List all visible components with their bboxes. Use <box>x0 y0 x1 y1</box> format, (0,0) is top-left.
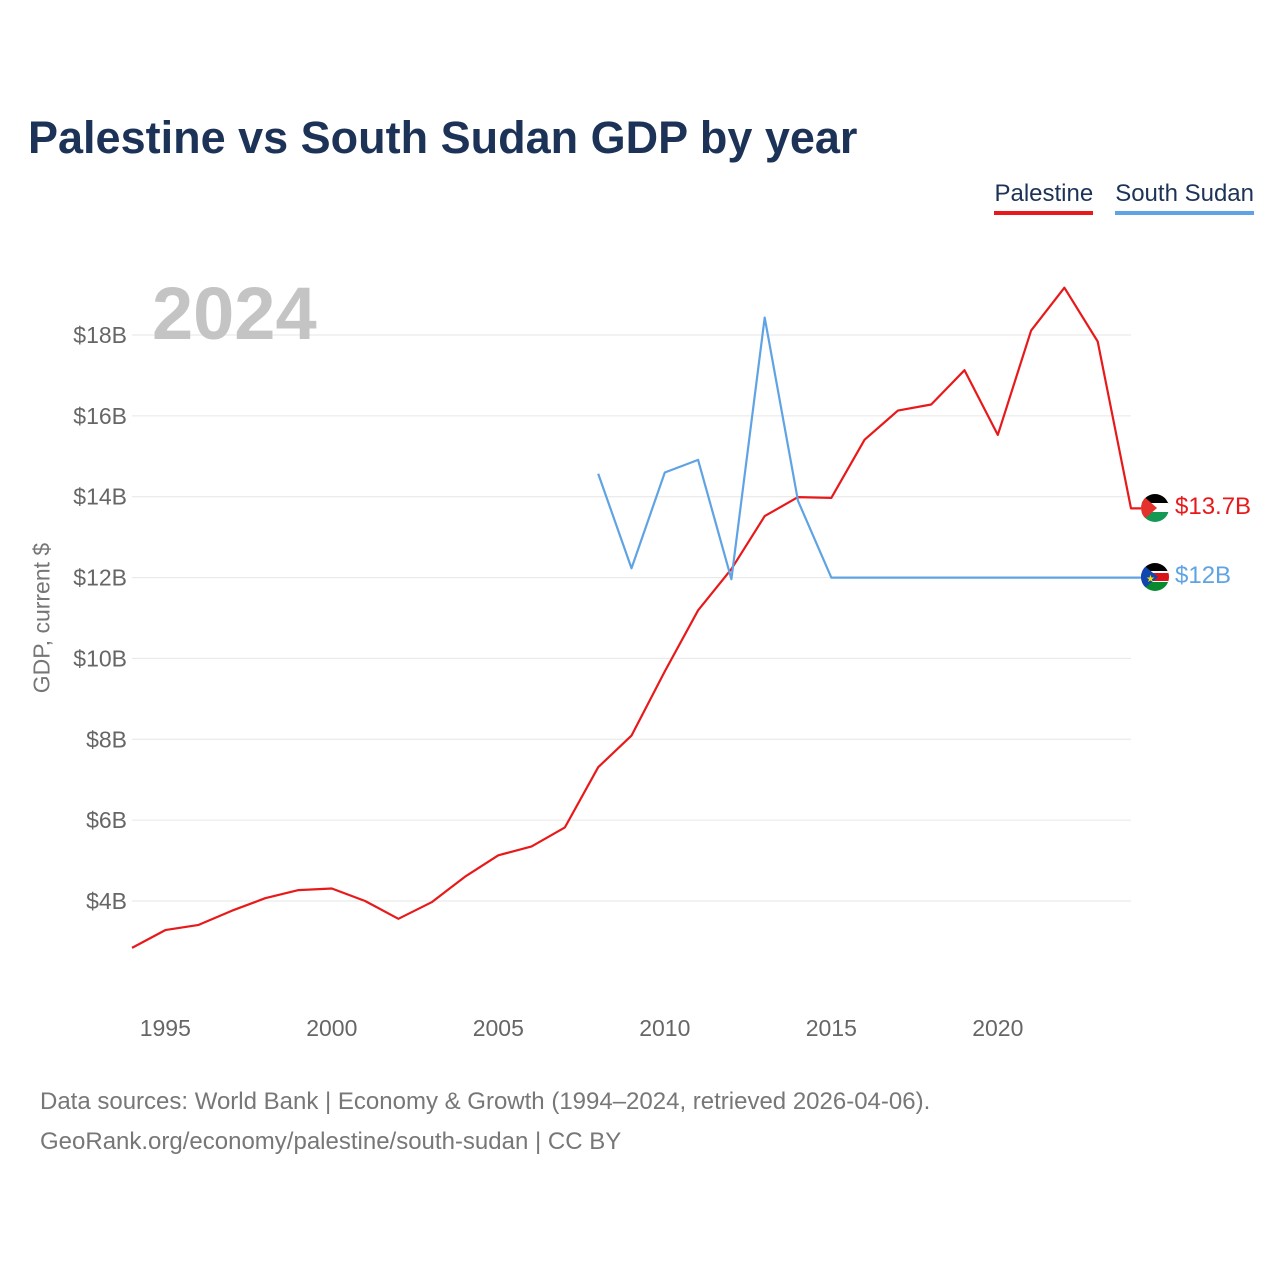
x-tick-label: 2020 <box>972 1015 1023 1041</box>
y-tick-label: $12B <box>73 565 127 591</box>
y-tick-label: $14B <box>73 484 127 510</box>
south-sudan-flag-icon: ★ <box>1141 563 1169 591</box>
line-chart: 2024 $4B $6B $8B $10B $12B $14B $16B $18B 1995 2… <box>73 272 1251 1041</box>
footer-attribution: GeoRank.org/economy/palestine/south-suda… <box>40 1128 622 1155</box>
x-axis-ticks: 1995 2000 2005 2010 2015 2020 <box>140 1015 1024 1041</box>
series-line-south-sudan <box>597 316 1141 581</box>
footer: Data sources: World Bank | Economy & Gro… <box>40 1082 930 1162</box>
y-tick-label: $16B <box>73 403 127 429</box>
palestine-end-label: $13.7B <box>1175 493 1251 520</box>
series-line-palestine <box>131 286 1141 949</box>
footer-sources: Data sources: World Bank | Economy & Gro… <box>40 1088 931 1115</box>
svg-text:★: ★ <box>1146 574 1155 585</box>
x-tick-label: 2010 <box>639 1015 690 1041</box>
grid-lines <box>132 334 1131 902</box>
legend-item-palestine[interactable]: Palestine <box>994 180 1094 215</box>
x-tick-label: 2000 <box>306 1015 357 1041</box>
y-tick-label: $6B <box>86 807 127 833</box>
x-tick-label: 1995 <box>140 1015 191 1041</box>
x-tick-label: 2015 <box>806 1015 857 1041</box>
legend-item-south-sudan[interactable]: South Sudan <box>1115 180 1254 215</box>
y-tick-label: $10B <box>73 645 127 671</box>
legend: Palestine South Sudan <box>994 180 1254 215</box>
palestine-flag-icon <box>1141 494 1169 522</box>
y-tick-label: $4B <box>86 888 127 914</box>
year-watermark: 2024 <box>152 272 317 355</box>
series-lines <box>131 286 1141 949</box>
south-sudan-end-label: $12B <box>1175 562 1231 589</box>
y-tick-label: $8B <box>86 726 127 752</box>
x-tick-label: 2005 <box>473 1015 524 1041</box>
y-axis-ticks: $4B $6B $8B $10B $12B $14B $16B $18B <box>73 322 127 914</box>
chart-title: Palestine vs South Sudan GDP by year <box>28 112 858 163</box>
y-tick-label: $18B <box>73 322 127 348</box>
